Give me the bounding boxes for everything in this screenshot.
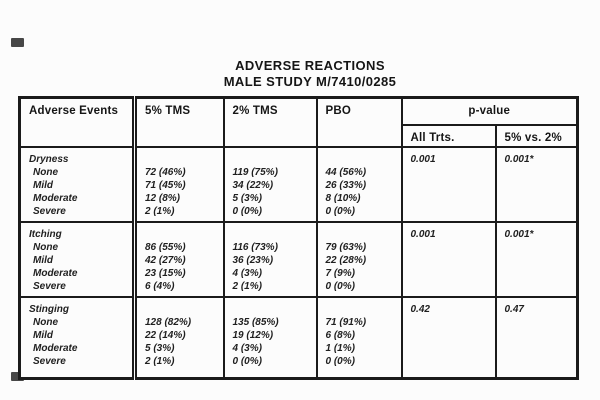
symptom-name: Itching bbox=[29, 228, 62, 240]
tms2-values-cell: 116 (73%) 36 (23%) 4 (3%) 2 (1%) bbox=[222, 220, 318, 298]
tms2-values-cell: 135 (85%) 19 (12%) 4 (3%) 0 (0%) bbox=[222, 295, 318, 380]
col-header-2pct-tms: 2% TMS bbox=[222, 96, 318, 148]
title-line-1: ADVERSE REACTIONS bbox=[235, 58, 385, 73]
tms2-values-cell: 119 (75%) 34 (22%) 5 (3%) 0 (0%) bbox=[222, 145, 318, 223]
count-value: 128 (82%) bbox=[145, 316, 192, 328]
count-value: 79 (63%) bbox=[325, 241, 367, 253]
count-value: 5 (3%) bbox=[145, 342, 175, 354]
count-value: 42 (27%) bbox=[145, 254, 186, 266]
severity-label: Moderate bbox=[33, 267, 78, 279]
severity-label: Mild bbox=[33, 254, 53, 266]
p-value: 0.001 bbox=[410, 228, 436, 240]
severity-label: Moderate bbox=[33, 342, 78, 354]
count-value: 34 (22%) bbox=[232, 179, 274, 191]
count-value: 72 (46%) bbox=[145, 166, 186, 178]
severity-label: Severe bbox=[33, 280, 66, 292]
table-row-itching: Itching None Mild Moderate Severe 86 (55… bbox=[18, 220, 579, 298]
table-row-dryness: Dryness None Mild Moderate Severe 72 (46… bbox=[18, 145, 579, 223]
col-header-p-value: p-value bbox=[400, 96, 579, 126]
p-5v2-cell: 0.47 bbox=[494, 295, 579, 380]
title-line-2: MALE STUDY M/7410/0285 bbox=[223, 74, 397, 89]
scan-artifact-top bbox=[11, 38, 24, 47]
count-value: 116 (73%) bbox=[232, 241, 278, 253]
col-header-adverse-events: Adverse Events bbox=[18, 96, 137, 148]
p-value: 0.42 bbox=[410, 303, 430, 315]
count-value: 4 (3%) bbox=[232, 267, 262, 279]
count-value: 6 (8%) bbox=[325, 329, 355, 341]
col-header-5pct-tms: 5% TMS bbox=[133, 96, 225, 148]
count-value: 0 (0%) bbox=[325, 280, 355, 292]
count-value: 2 (1%) bbox=[145, 355, 175, 367]
severity-label: Moderate bbox=[33, 192, 78, 204]
symptom-name: Stinging bbox=[29, 303, 69, 315]
count-value: 5 (3%) bbox=[232, 192, 262, 204]
count-value: 12 (8%) bbox=[145, 192, 181, 204]
severity-label: None bbox=[33, 241, 58, 253]
pbo-values-cell: 44 (56%) 26 (33%) 8 (10%) 0 (0%) bbox=[315, 145, 403, 223]
severity-label: Mild bbox=[33, 329, 53, 341]
count-value: 1 (1%) bbox=[325, 342, 355, 354]
document-title: ADVERSE REACTIONS MALE STUDY M/7410/0285 bbox=[30, 58, 590, 90]
tms5-values-cell: 128 (82%) 22 (14%) 5 (3%) 2 (1%) bbox=[133, 295, 225, 380]
scan-artifact-bottom bbox=[11, 372, 24, 381]
col-header-all-trts: All Trts. bbox=[400, 123, 497, 148]
count-value: 22 (28%) bbox=[325, 254, 367, 266]
count-value: 8 (10%) bbox=[325, 192, 361, 204]
count-value: 2 (1%) bbox=[232, 280, 262, 292]
count-value: 71 (91%) bbox=[325, 316, 367, 328]
count-value: 26 (33%) bbox=[325, 179, 367, 191]
count-value: 0 (0%) bbox=[232, 205, 262, 217]
tms5-values-cell: 72 (46%) 71 (45%) 12 (8%) 2 (1%) bbox=[133, 145, 225, 223]
severity-label: Severe bbox=[33, 205, 66, 217]
symptom-label-cell: Itching None Mild Moderate Severe bbox=[18, 220, 137, 298]
p-5v2-cell: 0.001* bbox=[494, 145, 579, 223]
p-value: 0.001 bbox=[410, 153, 436, 165]
p-value: 0.001* bbox=[504, 228, 534, 240]
symptom-label-cell: Dryness None Mild Moderate Severe bbox=[18, 145, 137, 223]
adverse-reactions-table: Adverse Events 5% TMS 2% TMS PBO p-value… bbox=[18, 96, 580, 380]
count-value: 7 (9%) bbox=[325, 267, 355, 279]
count-value: 86 (55%) bbox=[145, 241, 186, 253]
severity-label: Severe bbox=[33, 355, 66, 367]
count-value: 19 (12%) bbox=[232, 329, 274, 341]
col-header-5-vs-2: 5% vs. 2% bbox=[494, 123, 579, 148]
severity-label: None bbox=[33, 166, 58, 178]
count-value: 6 (4%) bbox=[145, 280, 175, 292]
table-row-stinging: Stinging None Mild Moderate Severe 128 (… bbox=[18, 295, 579, 380]
symptom-label-cell: Stinging None Mild Moderate Severe bbox=[18, 295, 137, 380]
col-header-pbo: PBO bbox=[315, 96, 403, 148]
pbo-values-cell: 79 (63%) 22 (28%) 7 (9%) 0 (0%) bbox=[315, 220, 403, 298]
symptom-name: Dryness bbox=[29, 153, 69, 165]
tms5-values-cell: 86 (55%) 42 (27%) 23 (15%) 6 (4%) bbox=[133, 220, 225, 298]
count-value: 0 (0%) bbox=[232, 355, 262, 367]
severity-label: None bbox=[33, 316, 58, 328]
count-value: 22 (14%) bbox=[145, 329, 186, 341]
p-all-cell: 0.001 bbox=[400, 220, 497, 298]
p-all-cell: 0.001 bbox=[400, 145, 497, 223]
count-value: 23 (15%) bbox=[145, 267, 186, 279]
count-value: 36 (23%) bbox=[232, 254, 274, 266]
pbo-values-cell: 71 (91%) 6 (8%) 1 (1%) 0 (0%) bbox=[315, 295, 403, 380]
count-value: 2 (1%) bbox=[145, 205, 175, 217]
count-value: 135 (85%) bbox=[232, 316, 279, 328]
count-value: 0 (0%) bbox=[325, 355, 355, 367]
count-value: 0 (0%) bbox=[325, 205, 355, 217]
count-value: 71 (45%) bbox=[145, 179, 186, 191]
count-value: 119 (75%) bbox=[232, 166, 278, 178]
p-all-cell: 0.42 bbox=[400, 295, 497, 380]
p-5v2-cell: 0.001* bbox=[494, 220, 579, 298]
p-value: 0.47 bbox=[504, 303, 524, 315]
p-value: 0.001* bbox=[504, 153, 534, 165]
count-value: 44 (56%) bbox=[325, 166, 367, 178]
severity-label: Mild bbox=[33, 179, 53, 191]
count-value: 4 (3%) bbox=[232, 342, 262, 354]
